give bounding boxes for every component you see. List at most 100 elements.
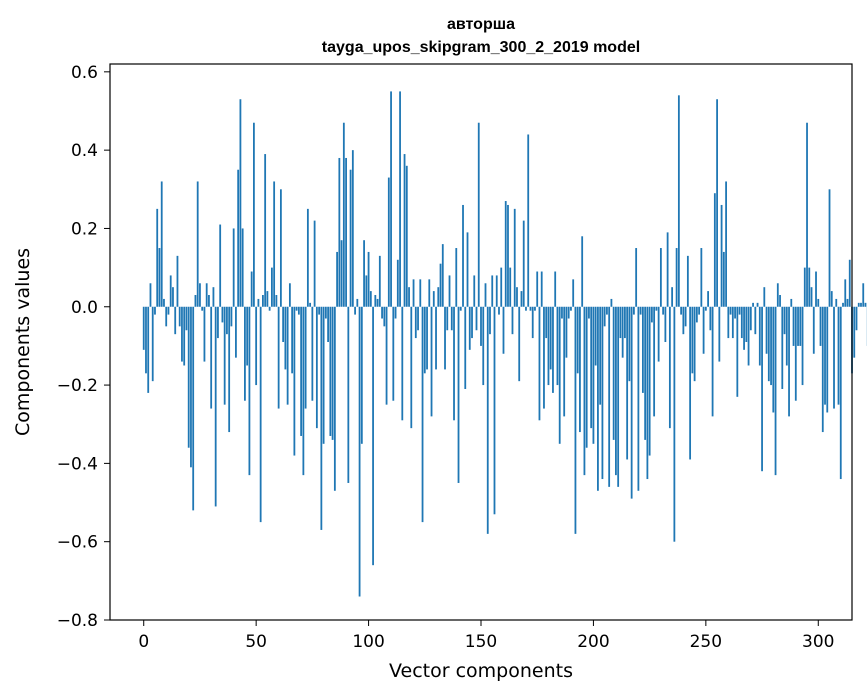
- bar-53: [262, 295, 264, 307]
- bar-309: [837, 306, 840, 405]
- bar-180: [547, 306, 550, 386]
- bar-84: [331, 306, 334, 440]
- bar-85: [333, 306, 336, 491]
- bar-74: [309, 302, 312, 307]
- bar-321: [864, 302, 867, 307]
- bar-97: [360, 306, 363, 444]
- bar-290: [794, 306, 797, 401]
- bar-156: [493, 306, 496, 515]
- bar-18: [183, 306, 186, 366]
- bar-70: [300, 306, 303, 436]
- bar-250: [704, 306, 707, 311]
- bar-181: [549, 306, 552, 370]
- y-tick-label: −0.6: [57, 533, 98, 553]
- bar-228: [655, 306, 658, 311]
- bar-75: [311, 306, 314, 401]
- bar-279: [770, 306, 772, 386]
- bar-204: [601, 306, 604, 480]
- bar-305: [828, 189, 831, 307]
- bar-231: [662, 306, 665, 315]
- bar-91: [347, 306, 350, 483]
- bar-102: [372, 306, 374, 566]
- bar-178: [543, 306, 545, 409]
- bar-71: [302, 306, 305, 476]
- bar-20: [187, 306, 190, 448]
- bar-239: [680, 306, 683, 315]
- bar-154: [489, 306, 491, 335]
- bar-193: [576, 306, 579, 374]
- bar-266: [740, 306, 743, 339]
- bar-317: [855, 306, 858, 331]
- y-tick-label: 0.6: [71, 63, 98, 83]
- bar-222: [641, 306, 644, 393]
- x-tick-label: 50: [245, 632, 267, 652]
- bar-269: [747, 306, 750, 366]
- bar-297: [810, 287, 813, 307]
- bar-14: [174, 306, 177, 335]
- bar-31: [212, 287, 215, 307]
- bar-160: [502, 306, 505, 354]
- bar-260: [727, 306, 730, 339]
- bar-170: [525, 306, 527, 311]
- bar-319: [860, 302, 862, 307]
- bar-101: [369, 291, 372, 307]
- bar-201: [594, 306, 597, 366]
- bar-130: [435, 306, 437, 370]
- bar-87: [338, 157, 341, 307]
- bar-185: [558, 306, 561, 444]
- bar-136: [448, 275, 451, 307]
- y-axis-label: Components values: [12, 248, 34, 436]
- bar-3: [149, 283, 152, 307]
- bar-23: [194, 295, 197, 307]
- bar-207: [608, 306, 611, 487]
- bar-200: [592, 306, 595, 444]
- bar-304: [826, 306, 829, 413]
- bar-78: [318, 306, 321, 315]
- bar-11: [167, 306, 170, 315]
- bar-9: [163, 298, 165, 307]
- bar-95: [356, 298, 359, 307]
- bar-55: [266, 291, 269, 307]
- bar-152: [484, 283, 487, 307]
- bar-148: [475, 306, 478, 331]
- bar-12: [169, 275, 172, 307]
- bar-303: [824, 306, 826, 405]
- bar-99: [365, 275, 368, 307]
- bar-15: [176, 255, 179, 307]
- bar-189: [567, 306, 570, 319]
- bar-111: [392, 306, 395, 401]
- bar-208: [610, 298, 613, 307]
- bar-173: [531, 306, 534, 339]
- bar-112: [394, 306, 397, 319]
- bar-52: [259, 306, 262, 523]
- bar-257: [720, 204, 723, 307]
- bar-35: [221, 306, 224, 323]
- bar-103: [374, 295, 377, 307]
- bar-76: [313, 220, 316, 307]
- bar-282: [776, 283, 779, 307]
- bar-131: [437, 287, 440, 307]
- bar-171: [527, 134, 530, 307]
- bar-81: [324, 306, 327, 319]
- bar-64: [286, 306, 289, 405]
- bar-159: [500, 267, 503, 307]
- bar-122: [417, 306, 419, 331]
- bar-83: [329, 306, 332, 436]
- bar-37: [226, 306, 228, 335]
- x-tick-label: 250: [690, 632, 722, 652]
- bar-167: [518, 306, 521, 382]
- bar-249: [702, 306, 705, 354]
- bar-54: [264, 154, 267, 307]
- bar-134: [444, 306, 446, 370]
- bar-217: [630, 306, 633, 499]
- bar-179: [545, 306, 548, 339]
- bar-140: [457, 306, 460, 483]
- bar-2: [147, 306, 150, 393]
- bar-268: [745, 306, 748, 342]
- bar-141: [459, 306, 462, 311]
- bar-264: [736, 306, 739, 397]
- bar-316: [853, 306, 856, 358]
- bar-27: [203, 306, 206, 362]
- bar-187: [563, 306, 566, 417]
- bar-183: [554, 271, 557, 307]
